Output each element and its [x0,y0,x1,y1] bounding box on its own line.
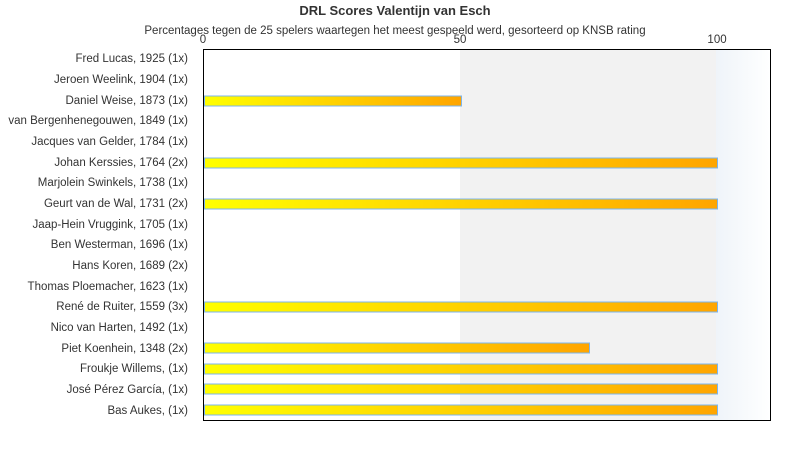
category-label: Froukje Willems, (1x) [80,363,188,376]
bar [204,301,719,313]
category-label: Daniel Weise, 1873 (1x) [65,94,188,107]
plot-area [203,49,771,421]
category-label: José Pérez García, (1x) [66,384,188,397]
x-tick-label: 50 [453,34,467,46]
x-tick-label: 100 [707,34,727,46]
bar [204,95,463,107]
y-axis-labels: Fred Lucas, 1925 (1x) Jeroen Weelink, 190… [0,49,188,421]
category-label: Nico van Harten, 1492 (1x) [50,322,188,335]
category-label: Hans Koren, 1689 (2x) [72,260,188,273]
bar [204,157,719,169]
plot-band [204,50,461,420]
x-tick-label: 0 [199,34,207,46]
x-axis: 0 50 100 [199,34,771,48]
category-label: Thomas Ploemacher, 1623 (1x) [27,280,188,293]
bar [204,363,719,375]
category-label: Johan Kerssies, 1764 (2x) [54,156,188,169]
category-label: Jacques van Gelder, 1784 (1x) [31,136,188,149]
category-label: Fred Lucas, 1925 (1x) [75,53,188,66]
category-label: Marjolein Swinkels, 1738 (1x) [37,177,188,190]
category-label: Jaap-Hein Vruggink, 1705 (1x) [32,218,188,231]
category-label: Jeroen Weelink, 1904 (1x) [53,74,188,86]
category-label: René de Ruiter, 1559 (3x) [56,301,188,314]
bar [204,342,591,354]
category-label: Bas Aukes, (1x) [107,404,188,417]
category-label: Geurt van de Wal, 1731 (2x) [43,198,188,211]
category-label: Ben Westerman, 1696 (1x) [50,239,188,252]
bar [204,198,719,210]
chart-title: DRL Scores Valentijn van Esch [299,3,491,18]
plot-band [460,50,717,420]
category-label: van Bergenhenegouwen, 1849 (1x) [8,115,188,128]
plot-band [716,50,770,420]
bar [204,404,719,416]
category-label: Piet Koenhein, 1348 (2x) [61,342,188,355]
bar [204,383,719,395]
chart-subtitle: Percentages tegen de 25 spelers waartege… [144,25,646,37]
